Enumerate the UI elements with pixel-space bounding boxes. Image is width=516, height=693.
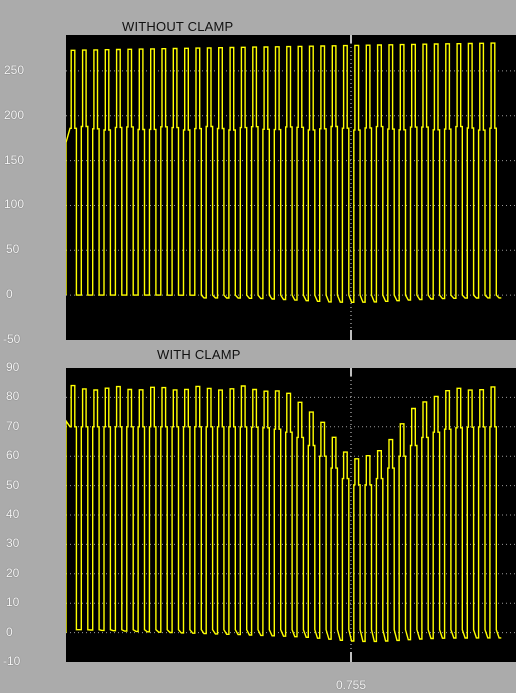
y-tick-label: 150 bbox=[4, 152, 25, 167]
y-tick-label: 70 bbox=[6, 418, 20, 433]
y-tick-label: 30 bbox=[6, 536, 20, 551]
top-panel-title: WITHOUT CLAMP bbox=[122, 19, 234, 34]
top-plot-area bbox=[66, 35, 516, 340]
y-tick-label: 60 bbox=[6, 448, 20, 463]
y-tick-label: 0 bbox=[6, 624, 13, 639]
y-tick-label: 50 bbox=[6, 242, 20, 257]
y-tick-label: 10 bbox=[6, 595, 20, 610]
y-tick-label: 100 bbox=[4, 197, 25, 212]
signal-trace bbox=[66, 384, 502, 643]
bottom-plot-area bbox=[66, 368, 516, 662]
y-tick-label: 250 bbox=[4, 62, 25, 77]
y-tick-label: 90 bbox=[6, 360, 20, 374]
y-tick-label: -50 bbox=[3, 332, 21, 346]
bottom-panel-title: WITH CLAMP bbox=[157, 347, 241, 362]
y-tick-label: 40 bbox=[6, 507, 20, 521]
y-tick-label: 50 bbox=[6, 477, 20, 492]
y-tick-label: -10 bbox=[3, 654, 21, 668]
signal-trace bbox=[66, 42, 502, 303]
x-tick-label: 0.755 bbox=[335, 678, 367, 692]
y-tick-label: 80 bbox=[6, 389, 20, 404]
y-tick-label: 200 bbox=[4, 107, 25, 122]
y-tick-label: 0 bbox=[6, 287, 13, 302]
y-tick-label: 20 bbox=[6, 565, 20, 580]
